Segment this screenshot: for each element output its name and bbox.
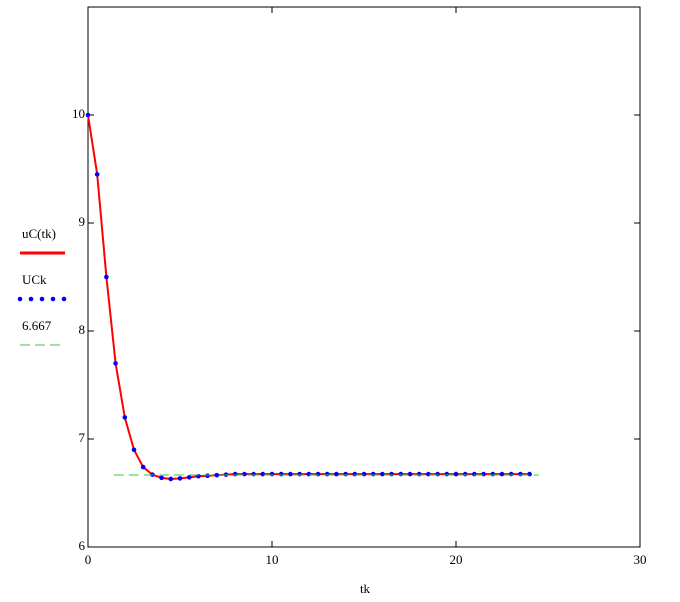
x-tick-label: 10 bbox=[266, 552, 279, 567]
legend-swatch bbox=[28, 296, 34, 302]
y-tick-label: 8 bbox=[79, 322, 86, 337]
data-point bbox=[370, 471, 376, 477]
data-point bbox=[416, 471, 422, 477]
x-tick-label: 0 bbox=[85, 552, 92, 567]
data-point bbox=[481, 471, 486, 477]
data-point bbox=[444, 471, 450, 477]
data-point bbox=[140, 464, 146, 470]
series-line bbox=[87, 114, 530, 480]
data-point bbox=[177, 476, 183, 481]
data-point bbox=[260, 471, 266, 477]
data-point bbox=[122, 415, 128, 420]
legend-label: uC(tk) bbox=[22, 226, 56, 241]
data-point bbox=[490, 471, 496, 477]
data-point bbox=[407, 471, 413, 477]
x-tick-label: 30 bbox=[634, 552, 647, 567]
data-point bbox=[242, 471, 247, 477]
data-point bbox=[527, 471, 532, 477]
data-point bbox=[94, 172, 100, 177]
data-point bbox=[85, 112, 91, 118]
data-point bbox=[232, 471, 238, 477]
data-point bbox=[214, 472, 220, 478]
data-point bbox=[380, 471, 385, 477]
data-point bbox=[288, 471, 293, 477]
legend-label: UCk bbox=[22, 272, 47, 287]
data-point bbox=[361, 471, 367, 477]
data-point bbox=[113, 361, 118, 366]
data-point bbox=[278, 471, 284, 477]
legend-swatch bbox=[39, 296, 45, 302]
legend-swatch bbox=[50, 296, 56, 302]
data-point bbox=[499, 471, 505, 477]
data-point bbox=[306, 471, 312, 477]
data-point bbox=[334, 471, 339, 477]
data-point bbox=[297, 471, 302, 477]
data-point bbox=[453, 471, 459, 477]
data-point bbox=[426, 471, 431, 477]
legend-swatch bbox=[61, 296, 67, 302]
data-point bbox=[435, 471, 440, 477]
data-point bbox=[159, 475, 164, 481]
data-point bbox=[104, 274, 109, 280]
data-point bbox=[508, 471, 514, 477]
data-point bbox=[389, 471, 394, 477]
legend-label: 6.667 bbox=[22, 318, 52, 333]
data-point bbox=[343, 471, 348, 477]
data-point bbox=[168, 476, 174, 482]
data-point bbox=[205, 473, 210, 479]
x-tick-label: 20 bbox=[450, 552, 463, 567]
x-axis-label: tk bbox=[360, 581, 371, 596]
data-point bbox=[315, 471, 321, 477]
y-tick-label: 9 bbox=[79, 214, 86, 229]
data-point bbox=[186, 475, 192, 480]
data-point bbox=[324, 471, 330, 477]
data-point bbox=[398, 471, 404, 477]
data-point bbox=[131, 447, 137, 453]
legend-swatch bbox=[17, 296, 23, 302]
data-point bbox=[269, 471, 275, 477]
data-point bbox=[518, 471, 523, 477]
data-point bbox=[352, 471, 358, 477]
plot-frame bbox=[87, 6, 641, 548]
y-tick-label: 7 bbox=[79, 430, 86, 445]
data-point bbox=[462, 471, 468, 477]
y-tick-label: 6 bbox=[79, 538, 86, 553]
data-point bbox=[472, 471, 477, 477]
data-point bbox=[251, 471, 256, 477]
y-tick-label: 10 bbox=[72, 106, 85, 121]
